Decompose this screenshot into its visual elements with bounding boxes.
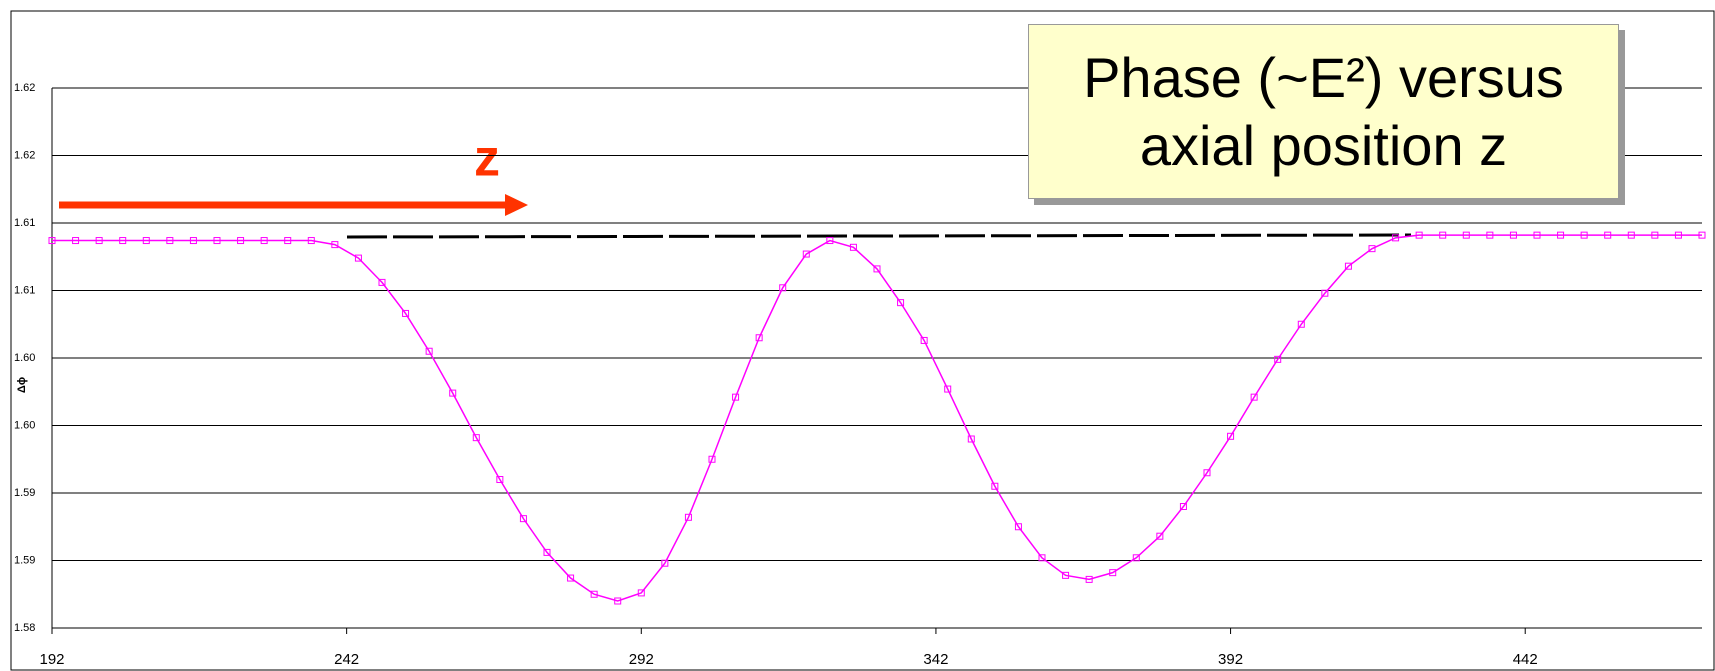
marker bbox=[661, 559, 669, 567]
marker bbox=[331, 241, 339, 249]
marker bbox=[95, 237, 103, 245]
x-tick-label: 392 bbox=[1218, 651, 1243, 668]
marker bbox=[567, 574, 575, 582]
y-tick-label: 1.62 bbox=[14, 149, 35, 161]
marker bbox=[284, 237, 292, 245]
marker bbox=[48, 237, 56, 245]
marker bbox=[684, 513, 692, 521]
marker bbox=[1062, 571, 1070, 579]
marker bbox=[1415, 231, 1423, 239]
y-tick-label: 1.58 bbox=[14, 622, 35, 634]
marker bbox=[119, 237, 127, 245]
marker bbox=[873, 265, 881, 273]
marker bbox=[354, 254, 362, 262]
marker bbox=[496, 476, 504, 483]
marker bbox=[967, 435, 975, 443]
marker bbox=[802, 250, 810, 258]
marker bbox=[472, 434, 480, 442]
marker bbox=[1109, 569, 1117, 577]
marker bbox=[779, 284, 787, 292]
marker bbox=[1250, 393, 1258, 401]
marker bbox=[614, 597, 622, 605]
marker bbox=[590, 590, 598, 598]
x-tick-label: 292 bbox=[629, 651, 654, 668]
marker bbox=[72, 237, 80, 245]
y-tick-label: 1.61 bbox=[14, 284, 35, 296]
marker bbox=[826, 237, 834, 245]
marker bbox=[1439, 231, 1447, 239]
marker bbox=[1179, 503, 1187, 510]
x-tick-label: 342 bbox=[923, 651, 948, 668]
marker bbox=[1486, 231, 1494, 239]
y-axis-label: Δϕ bbox=[16, 377, 28, 393]
marker bbox=[213, 237, 221, 245]
marker bbox=[637, 589, 645, 597]
marker bbox=[1604, 231, 1612, 239]
y-tick-label: 1.60 bbox=[14, 419, 35, 431]
marker bbox=[1321, 289, 1329, 297]
marker bbox=[378, 278, 386, 286]
y-tick-label: 1.59 bbox=[14, 487, 35, 499]
arrow-head bbox=[505, 194, 528, 216]
marker bbox=[519, 515, 527, 523]
marker bbox=[1014, 523, 1022, 531]
x-tick-label: 192 bbox=[39, 651, 64, 668]
marker bbox=[755, 334, 763, 342]
x-tick-label: 442 bbox=[1513, 651, 1538, 668]
marker bbox=[1674, 231, 1682, 239]
annotation: z bbox=[474, 130, 500, 188]
marker bbox=[1344, 262, 1352, 270]
marker bbox=[1132, 554, 1140, 562]
reference-line bbox=[346, 233, 1412, 239]
chart-title: Phase (~E²) versus axial position z bbox=[1028, 24, 1619, 199]
marker bbox=[1698, 231, 1706, 239]
marker bbox=[1627, 231, 1635, 239]
marker bbox=[1368, 245, 1376, 253]
marker bbox=[1462, 231, 1470, 239]
marker bbox=[142, 237, 150, 245]
marker bbox=[1297, 320, 1305, 328]
y-tick-label: 1.61 bbox=[14, 217, 35, 229]
marker bbox=[1533, 231, 1541, 239]
marker bbox=[920, 336, 928, 344]
marker bbox=[402, 309, 410, 317]
marker bbox=[708, 455, 716, 463]
marker bbox=[307, 237, 315, 245]
series-line bbox=[52, 234, 1702, 602]
marker bbox=[189, 237, 197, 245]
y-tick-label: 1.62 bbox=[14, 82, 35, 94]
marker bbox=[1038, 554, 1046, 562]
marker bbox=[1651, 231, 1659, 239]
marker bbox=[1509, 231, 1517, 239]
marker bbox=[237, 237, 245, 245]
marker bbox=[1274, 355, 1282, 363]
marker bbox=[543, 548, 551, 556]
marker bbox=[166, 237, 174, 245]
marker bbox=[991, 482, 999, 490]
marker bbox=[1392, 234, 1400, 242]
y-tick-label: 1.59 bbox=[14, 554, 35, 566]
marker bbox=[1156, 532, 1164, 540]
marker bbox=[897, 299, 905, 307]
marker bbox=[1227, 432, 1235, 440]
marker bbox=[1203, 469, 1211, 477]
marker bbox=[732, 393, 740, 401]
marker bbox=[1557, 231, 1565, 239]
marker bbox=[944, 385, 952, 393]
marker bbox=[1085, 575, 1093, 583]
marker bbox=[425, 347, 433, 355]
x-tick-label: 242 bbox=[334, 651, 359, 668]
y-tick-label: 1.60 bbox=[14, 352, 35, 364]
marker bbox=[449, 389, 457, 397]
marker bbox=[1580, 231, 1588, 239]
marker bbox=[849, 243, 857, 251]
marker bbox=[260, 237, 268, 245]
